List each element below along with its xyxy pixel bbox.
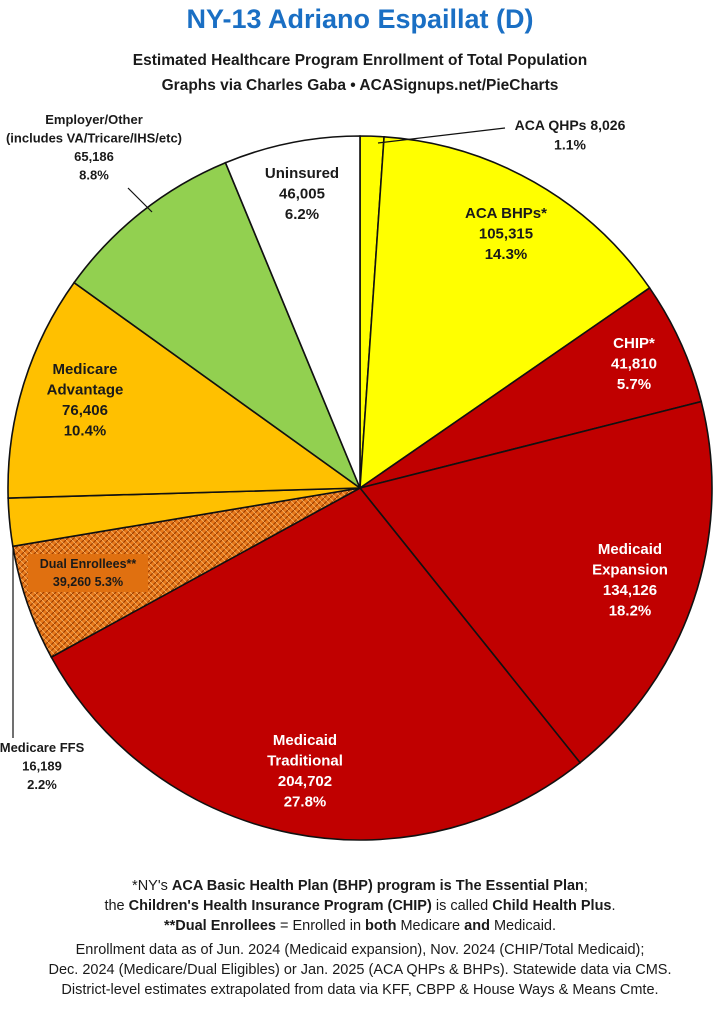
source-line: Enrollment data as of Jun. 2024 (Medicai… [75,942,645,958]
slice-label-aca-bhps: ACA BHPs* [465,205,547,222]
pie-slice-aca-bhps [359,135,651,490]
slice-label-chip: 5.7% [617,376,651,393]
pie-slice-medicare-advantage [7,281,363,499]
chart-subtitle: Estimated Healthcare Program Enrollment … [132,52,588,69]
slice-label-medicare-advantage: Medicare [52,361,117,378]
slice-label-chip: CHIP* [613,335,655,352]
dual-enrollees-label-box [28,554,148,592]
slice-label-dual-enrollees: 39,260 5.3% [53,575,123,589]
pie-slice-medicaid-traditional [50,486,582,841]
slice-label-medicare-advantage: 76,406 [62,402,108,419]
slice-label-medicaid-expansion: Expansion [592,562,668,579]
slice-label-aca-qhps: 1.1% [554,137,586,153]
footnote-dual: **Dual Enrollees = Enrolled in both Medi… [163,918,557,934]
chart-credit: Graphs via Charles Gaba • ACASignups.net… [161,77,559,94]
slice-label-employer-other: 8.8% [79,168,109,183]
slice-label-uninsured: Uninsured [265,165,339,182]
slice-label-employer-other: Employer/Other [45,112,143,127]
pie-slice-employer-other [72,161,362,491]
slice-label-medicaid-expansion: 134,126 [603,582,657,599]
slice-label-medicaid-traditional: 27.8% [284,794,327,811]
slice-label-medicaid-traditional: Traditional [267,753,343,770]
slice-label-medicaid-expansion: 18.2% [609,603,652,620]
slice-label-medicaid-traditional: 204,702 [278,773,332,790]
slice-label-medicare-ffs: 2.2% [27,777,57,792]
slice-label-employer-other: 65,186 [74,149,114,164]
chart-title: NY-13 Adriano Espaillat (D) [186,4,534,34]
pie-chart: ACA QHPs 8,026 1.1% ACA BHPs* 105,315 14.3% C… [0,112,713,841]
pie-slice-chip [359,286,703,489]
slice-label-uninsured: 46,005 [279,186,325,203]
slice-label-chip: 41,810 [611,356,657,373]
slice-label-aca-bhps: 14.3% [485,246,528,263]
footnote-bhp: *NY's ACA Basic Health Plan (BHP) progra… [132,878,588,894]
slice-label-medicaid-expansion: Medicaid [598,541,662,558]
slice-label-employer-other: (includes VA/Tricare/IHS/etc) [6,131,182,146]
slice-label-dual-enrollees: Dual Enrollees** [40,557,137,571]
slice-label-medicare-advantage: Advantage [47,382,124,399]
source-line: Dec. 2024 (Medicare/Dual Eligibles) or J… [48,962,672,978]
pie-slice-medicaid-expansion [358,400,713,764]
slice-label-medicaid-traditional: Medicaid [273,732,337,749]
slice-label-medicare-ffs: 16,189 [22,759,62,774]
slice-label-aca-qhps: ACA QHPs 8,026 [515,117,626,133]
source-line: District-level estimates extrapolated fr… [61,982,659,998]
slice-label-uninsured: 6.2% [285,206,319,223]
slice-label-medicare-ffs: Medicare FFS [0,740,85,755]
slice-label-aca-bhps: 105,315 [479,226,533,243]
data-sources: Enrollment data as of Jun. 2024 (Medicai… [0,940,720,1000]
slice-label-medicare-advantage: 10.4% [64,423,107,440]
leader-line-employer-other [127,187,153,213]
pie-slice-uninsured [224,135,361,489]
leader-line-aca-qhps [377,127,506,144]
footnote-chip: the Children's Health Insurance Program … [104,898,616,914]
footnotes: *NY's ACA Basic Health Plan (BHP) progra… [0,876,720,936]
